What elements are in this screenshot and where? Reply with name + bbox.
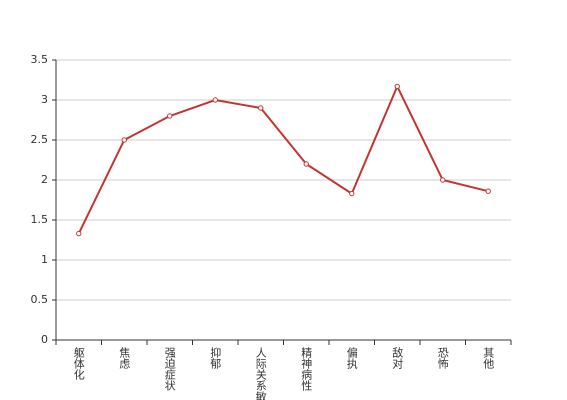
point [349,190,355,197]
x-tick-label: 焦虑 [118,347,131,369]
y-tick-label: 0.5 [31,293,49,306]
x-tick-label: 强迫症状 [163,347,176,391]
y-tick-label: 3 [41,93,48,106]
y-tick-label: 1.5 [31,213,49,226]
point [394,83,400,90]
line [77,83,489,235]
x-tick-label: 精神病性 [300,347,313,392]
point [303,161,309,167]
point [440,177,446,183]
point [212,97,218,103]
y-tick-label: 2 [41,173,48,186]
x-tick-label: 敌对 [391,346,404,369]
point [76,230,82,237]
y-tick-label: 0 [41,333,48,346]
x-tick-label: 抑郁 [209,346,222,369]
y-tick-label: 1 [41,253,48,266]
point [485,188,491,194]
y-tick-label: 3.5 [31,53,49,66]
x-tick-label: 人际关系敏感 [254,347,267,400]
x-tick-label: 恐怖 [436,347,449,369]
x-tick-label: 偏执 [345,346,358,370]
point [167,113,173,119]
point [121,137,127,143]
y-tick-label: 2.5 [31,133,49,146]
x-tick-label: 其他 [482,347,495,369]
point [258,105,264,111]
x-tick-label: 躯体化 [72,347,85,381]
